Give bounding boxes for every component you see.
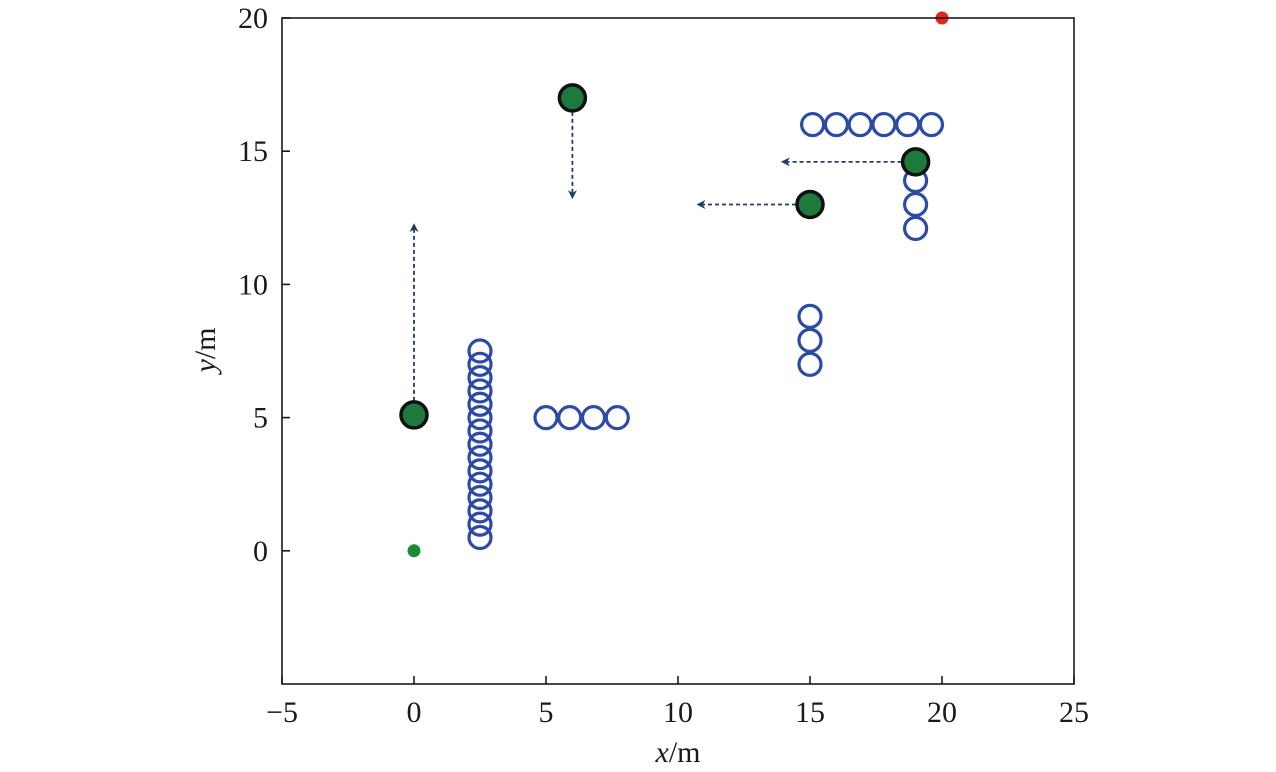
static-obstacle xyxy=(467,431,493,457)
static-obstacle xyxy=(847,111,873,138)
static-obstacle xyxy=(871,111,897,138)
static-obstacle xyxy=(902,191,929,218)
static-obstacle xyxy=(800,111,826,138)
x-axis-label: x/m xyxy=(655,736,701,769)
static-obstacle xyxy=(467,498,493,524)
x-tick-label: 0 xyxy=(407,696,422,729)
y-tick-label: 10 xyxy=(238,268,268,301)
static-obstacle xyxy=(467,391,493,417)
axes-layer: −5 0 5 10 15 20 25 0 5 10 15 20 xyxy=(238,2,1089,729)
static-obstacle xyxy=(467,484,493,511)
x-axis-label-unit: /m xyxy=(669,736,701,769)
y-tick-label: 5 xyxy=(253,402,268,435)
static-obstacle xyxy=(797,327,823,353)
static-obstacle xyxy=(797,303,823,329)
dynamic-obstacle xyxy=(795,189,825,220)
static-obstacle xyxy=(467,338,493,364)
x-tick-label: 20 xyxy=(927,696,957,729)
static-obstacle xyxy=(533,405,559,431)
static-obstacle xyxy=(467,351,493,377)
y-tick-label: 15 xyxy=(238,135,268,168)
static-obstacle xyxy=(467,378,493,404)
static-obstacle xyxy=(467,458,493,484)
start-point xyxy=(407,544,421,558)
plot-frame xyxy=(281,17,1075,685)
static-obstacle xyxy=(467,405,493,431)
x-tick-label: 10 xyxy=(663,696,693,729)
x-tick-label: 15 xyxy=(795,696,825,729)
motion-arrows-layer xyxy=(409,97,916,415)
static-obstacle xyxy=(467,524,493,551)
y-axis-label: y/m xyxy=(189,328,222,376)
static-obstacle xyxy=(557,405,583,431)
static-obstacle xyxy=(895,111,921,138)
static-obstacle xyxy=(467,418,493,444)
dynamic-obstacle xyxy=(399,400,429,430)
y-axis-label-unit: /m xyxy=(189,328,222,360)
static-obstacle xyxy=(467,365,493,391)
static-obstacle xyxy=(580,405,607,431)
y-axis-label-var: y xyxy=(189,359,222,376)
dynamic-obstacles-layer xyxy=(399,83,931,430)
static-obstacle xyxy=(902,215,929,242)
dynamic-obstacle xyxy=(557,83,588,113)
y-tick-label: 20 xyxy=(238,2,268,35)
static-obstacle xyxy=(467,511,493,537)
x-tick-label: 25 xyxy=(1059,696,1089,729)
x-tick-label: 5 xyxy=(539,696,554,729)
static-obstacle xyxy=(797,351,823,377)
static-obstacle xyxy=(823,111,850,138)
dynamic-obstacle xyxy=(900,147,931,177)
static-obstacle xyxy=(467,444,493,471)
static-obstacle xyxy=(918,111,945,138)
static-obstacle xyxy=(604,405,630,431)
static-obstacle xyxy=(467,471,493,497)
static-obstacles-layer xyxy=(467,111,945,551)
x-axis-label-var: x xyxy=(655,736,670,769)
x-tick-label: −5 xyxy=(266,696,298,729)
y-tick-label: 0 xyxy=(253,535,268,568)
